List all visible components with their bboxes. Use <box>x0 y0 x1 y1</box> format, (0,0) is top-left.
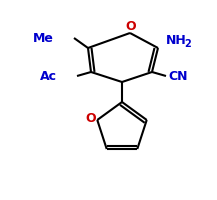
Text: O: O <box>85 112 95 125</box>
Text: O: O <box>126 20 136 33</box>
Text: CN: CN <box>168 70 187 83</box>
Text: 2: 2 <box>184 39 191 49</box>
Text: Ac: Ac <box>40 70 57 83</box>
Text: NH: NH <box>166 34 187 47</box>
Text: Me: Me <box>33 32 54 45</box>
